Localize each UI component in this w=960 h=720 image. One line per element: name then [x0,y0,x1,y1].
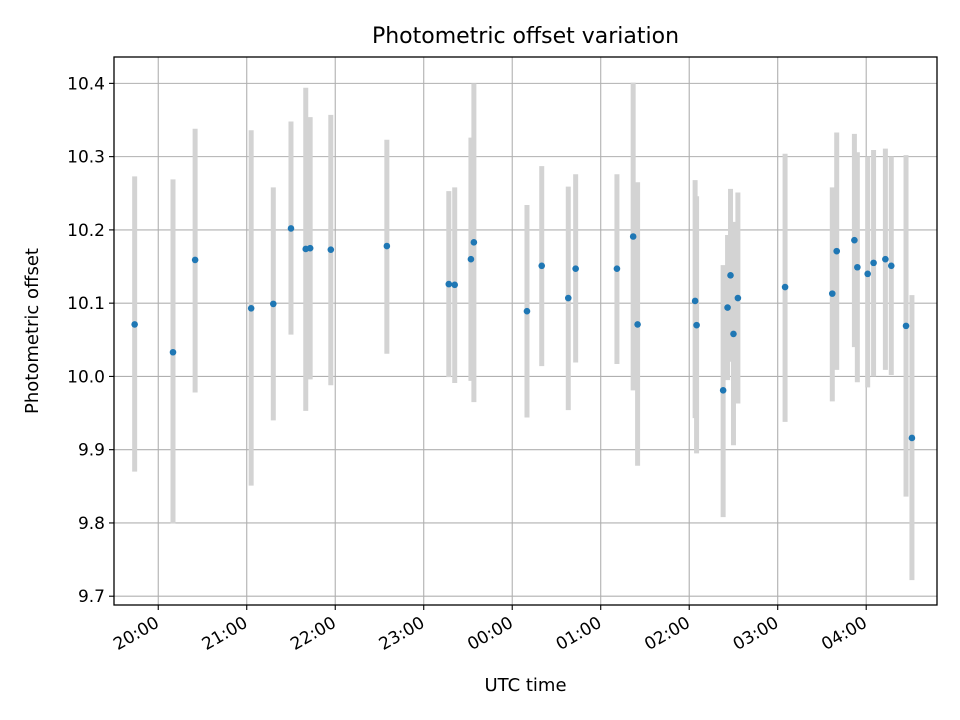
data-point [564,294,572,302]
data-point [719,387,727,394]
y-tick-label: 10.2 [67,221,105,241]
y-tick-label: 10.4 [67,74,105,94]
y-tick-label: 9.9 [78,441,105,461]
y-tick-label: 9.8 [78,514,105,534]
y-tick-label: 10.0 [67,367,105,387]
data-point [613,265,621,273]
data-point [634,321,641,328]
data-point [538,262,546,270]
data-point [467,255,475,263]
y-tick-label: 9.7 [78,587,105,607]
data-point [828,290,836,297]
chart-title: Photometric offset variation [372,24,679,49]
data-point [191,256,199,264]
data-point [691,297,699,305]
data-point [908,434,916,442]
x-axis-label: UTC time [484,675,566,696]
y-axis-label: Photometric offset [22,248,43,414]
data-point [247,304,255,312]
data-point [864,270,871,278]
data-point [470,239,478,246]
data-point [383,242,391,250]
data-point [269,300,277,308]
data-point [169,348,177,356]
y-tick-label: 10.3 [67,148,105,168]
data-point [887,262,895,270]
data-point [327,246,335,253]
data-point [445,280,453,288]
data-point [306,244,314,252]
data-point [629,233,637,240]
y-tick-label: 10.1 [67,294,105,314]
data-point [693,321,700,329]
data-point [882,255,889,263]
data-points [131,225,916,442]
data-point [734,294,742,302]
data-point [724,304,731,311]
data-point [854,263,861,271]
data-point [523,307,531,315]
data-point [572,265,579,273]
data-point [833,247,841,255]
data-point [727,272,734,279]
data-point [287,225,295,232]
data-point [451,281,459,289]
data-point [902,322,910,330]
data-point [870,259,877,267]
data-point [131,321,138,328]
data-point [781,283,789,291]
data-point [730,330,737,338]
plot-frame [113,56,938,606]
data-point [851,236,858,244]
